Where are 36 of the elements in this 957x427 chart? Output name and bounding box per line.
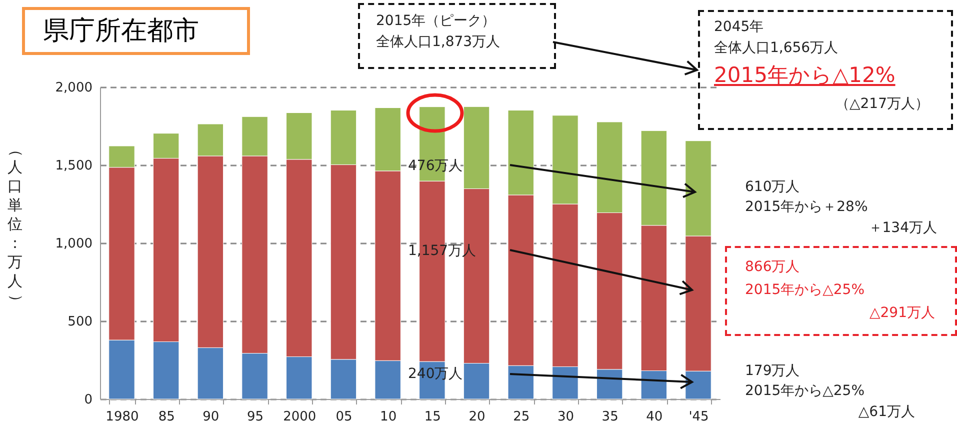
text: ＋134万人 xyxy=(868,219,937,238)
text: 全体人口1,873万人 xyxy=(376,33,500,52)
text: （△217万人） xyxy=(836,95,929,114)
text: 866万人 xyxy=(745,258,800,277)
x-tick-label: '45 xyxy=(688,410,709,424)
text: （人口単位：万人） xyxy=(8,142,26,309)
x-tick-label: 35 xyxy=(602,410,618,424)
text: 2015年（ピーク） xyxy=(376,12,496,31)
x-tick-label: 95 xyxy=(247,410,264,424)
y-tick-label: 1,000 xyxy=(55,236,92,252)
x-tick-label: 30 xyxy=(557,410,574,424)
x-tick-label: 25 xyxy=(513,410,530,424)
text: 2045年 xyxy=(714,18,764,37)
text: △291万人 xyxy=(870,304,935,323)
text: △61万人 xyxy=(858,403,915,422)
x-tick-label: 15 xyxy=(424,410,441,424)
x-tick-label: 20 xyxy=(468,410,486,424)
x-tick-label: 90 xyxy=(202,410,220,424)
y-tick-label: 1,500 xyxy=(55,158,92,174)
x-tick-label: 1980 xyxy=(106,410,139,424)
y-tick-label: 0 xyxy=(84,392,92,408)
text: 2015年から△25% xyxy=(745,281,865,300)
y-tick-label: 2,000 xyxy=(55,80,92,96)
text: 2015年から△12% xyxy=(714,62,896,89)
x-tick-label: 40 xyxy=(646,410,663,424)
text: 179万人 xyxy=(745,362,800,381)
x-tick-label: 05 xyxy=(336,410,352,424)
x-tick-label: 10 xyxy=(380,410,397,424)
x-tick-label: 2000 xyxy=(283,410,316,424)
chart-title: 県庁所在都市 xyxy=(22,7,250,55)
y-tick-label: 500 xyxy=(68,314,92,330)
text: 全体人口1,656万人 xyxy=(714,39,838,58)
text: 2015年から＋28% xyxy=(745,198,868,217)
text: 2015年から△25% xyxy=(745,382,865,401)
x-tick-label: 85 xyxy=(158,410,175,424)
text: 610万人 xyxy=(745,178,800,197)
